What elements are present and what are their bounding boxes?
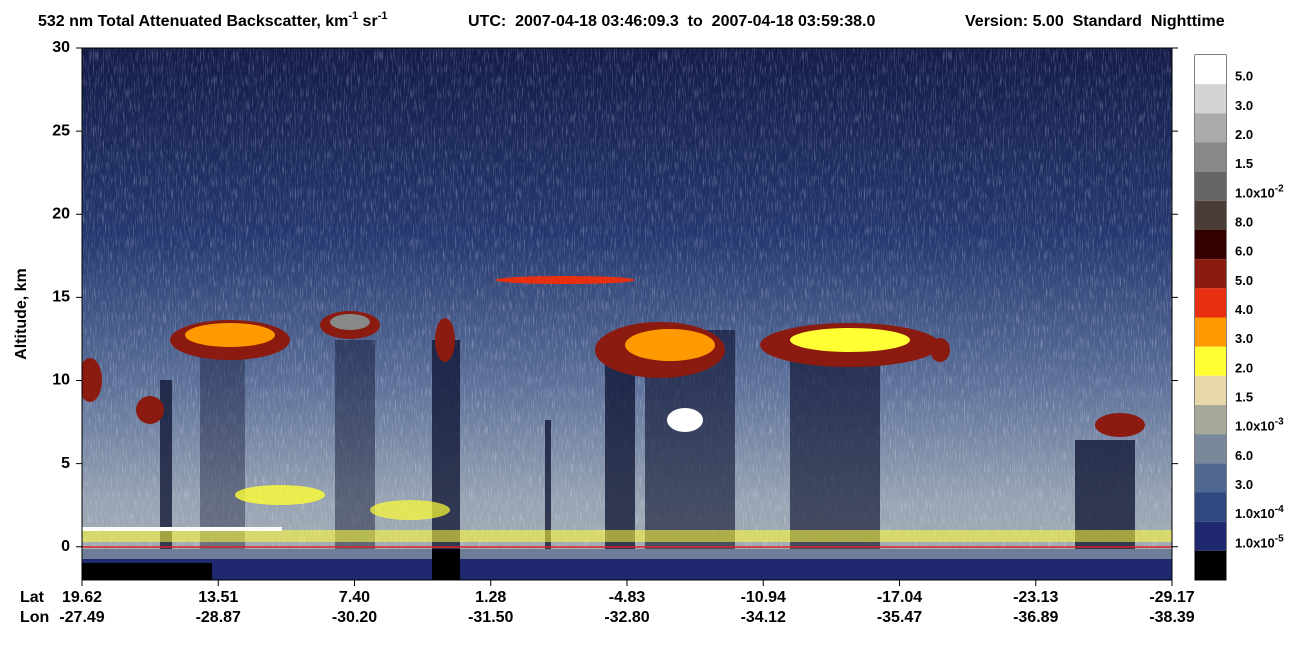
colorbar-label: 6.0	[1235, 448, 1253, 463]
lon-label: -28.87	[196, 609, 241, 626]
colorbar-label-exp: -2	[1275, 183, 1284, 194]
lat-label: -4.83	[609, 589, 646, 606]
colorbar-label: 1.0x10-4	[1235, 504, 1284, 522]
lon-label: -30.20	[332, 609, 377, 626]
colorbar-swatch	[1195, 55, 1226, 85]
y-tick-label: 30	[52, 39, 70, 56]
colorbar-label-text: 2.0	[1235, 127, 1253, 142]
colorbar-label-text: 1.0x10	[1235, 186, 1275, 201]
lat-label: -23.13	[1013, 589, 1058, 606]
colorbar-label-text: 1.5	[1235, 390, 1253, 405]
lat-label: 13.51	[198, 589, 238, 606]
y-tick-label: 15	[52, 289, 70, 306]
colorbar-swatch	[1195, 521, 1226, 551]
colorbar-label-text: 1.0x10	[1235, 419, 1275, 434]
colorbar-swatch	[1195, 171, 1226, 201]
colorbar-label-text: 1.0x10	[1235, 507, 1275, 522]
colorbar-swatch	[1195, 405, 1226, 435]
colorbar-label: 5.0	[1235, 69, 1253, 84]
colorbar-swatch	[1195, 550, 1226, 580]
colorbar-swatch	[1195, 434, 1226, 464]
colorbar-swatch	[1195, 230, 1226, 260]
lat-label: 19.62	[62, 589, 102, 606]
colorbar-swatch	[1195, 84, 1226, 114]
colorbar-label: 3.0	[1235, 98, 1253, 113]
backscatter-field	[82, 48, 1172, 580]
colorbar-label-text: 3.0	[1235, 477, 1253, 492]
colorbar-label: 1.0x10-3	[1235, 416, 1284, 434]
y-tick-label: 20	[52, 205, 70, 222]
version: Version: 5.00 Standard Nighttime	[965, 13, 1225, 30]
lon-label: -36.89	[1013, 609, 1058, 626]
colorbar-label: 4.0	[1235, 302, 1253, 317]
colorbar-swatch	[1195, 142, 1226, 172]
lat-label: -29.17	[1149, 589, 1194, 606]
lon-label: -35.47	[877, 609, 922, 626]
colorbar-swatch	[1195, 113, 1226, 143]
lat-label: 7.40	[339, 589, 370, 606]
colorbar-label: 1.0x10-2	[1235, 183, 1284, 201]
lat-title: Lat	[20, 589, 45, 606]
colorbar-label-text: 6.0	[1235, 244, 1253, 259]
lat-label: -10.94	[741, 589, 786, 606]
colorbar-swatch	[1195, 346, 1226, 376]
colorbar-label-text: 2.0	[1235, 361, 1253, 376]
colorbar-label: 3.0	[1235, 332, 1253, 347]
colorbar-label-text: 6.0	[1235, 448, 1253, 463]
colorbar-label-exp: -4	[1275, 504, 1284, 515]
colorbar-swatch	[1195, 259, 1226, 289]
colorbar-label-text: 5.0	[1235, 273, 1253, 288]
colorbar-label: 5.0	[1235, 273, 1253, 288]
colorbar-swatch	[1195, 288, 1226, 318]
colorbar-label-text: 4.0	[1235, 302, 1253, 317]
colorbar-label: 6.0	[1235, 244, 1253, 259]
colorbar-label-exp: -5	[1275, 533, 1284, 544]
y-tick-label: 0	[61, 538, 70, 555]
y-tick-label: 25	[52, 122, 70, 139]
colorbar-label: 1.5	[1235, 157, 1253, 172]
lon-title: Lon	[20, 609, 49, 626]
colorbar-label: 8.0	[1235, 215, 1253, 230]
colorbar-label-text: 8.0	[1235, 215, 1253, 230]
colorbar-label-text: 1.5	[1235, 157, 1253, 172]
lon-label: -32.80	[604, 609, 649, 626]
lat-label: -17.04	[877, 589, 922, 606]
lon-label: -38.39	[1149, 609, 1194, 626]
lon-label: -31.50	[468, 609, 513, 626]
lon-label: -34.12	[741, 609, 786, 626]
colorbar-label-text: 3.0	[1235, 98, 1253, 113]
clouds	[82, 276, 1145, 520]
colorbar-label-text: 5.0	[1235, 69, 1253, 84]
lon-label: -27.49	[59, 609, 104, 626]
subtitle: UTC: 2007-04-18 03:46:09.3 to 2007-04-18…	[468, 13, 875, 30]
colorbar-swatch	[1195, 492, 1226, 522]
colorbar-label-text: 1.0x10	[1235, 536, 1275, 551]
colorbar-label: 1.0x10-5	[1235, 533, 1284, 551]
y-tick-label: 10	[52, 372, 70, 389]
colorbar-label: 1.5	[1235, 390, 1253, 405]
y-axis-label: Altitude, km	[13, 268, 30, 360]
colorbar-label: 2.0	[1235, 127, 1253, 142]
y-tick-label: 5	[61, 455, 70, 472]
colorbar-label-exp: -3	[1275, 416, 1284, 427]
colorbar-swatch	[1195, 200, 1226, 230]
lat-label: 1.28	[475, 589, 506, 606]
colorbar-label-text: 3.0	[1235, 332, 1253, 347]
colorbar-label: 2.0	[1235, 361, 1253, 376]
chart-title: 532 nm Total Attenuated Backscatter, km-…	[38, 10, 387, 30]
colorbar-swatch	[1195, 463, 1226, 493]
colorbar-swatch	[1195, 317, 1226, 347]
colorbar-label: 3.0	[1235, 477, 1253, 492]
colorbar-swatch	[1195, 375, 1226, 405]
